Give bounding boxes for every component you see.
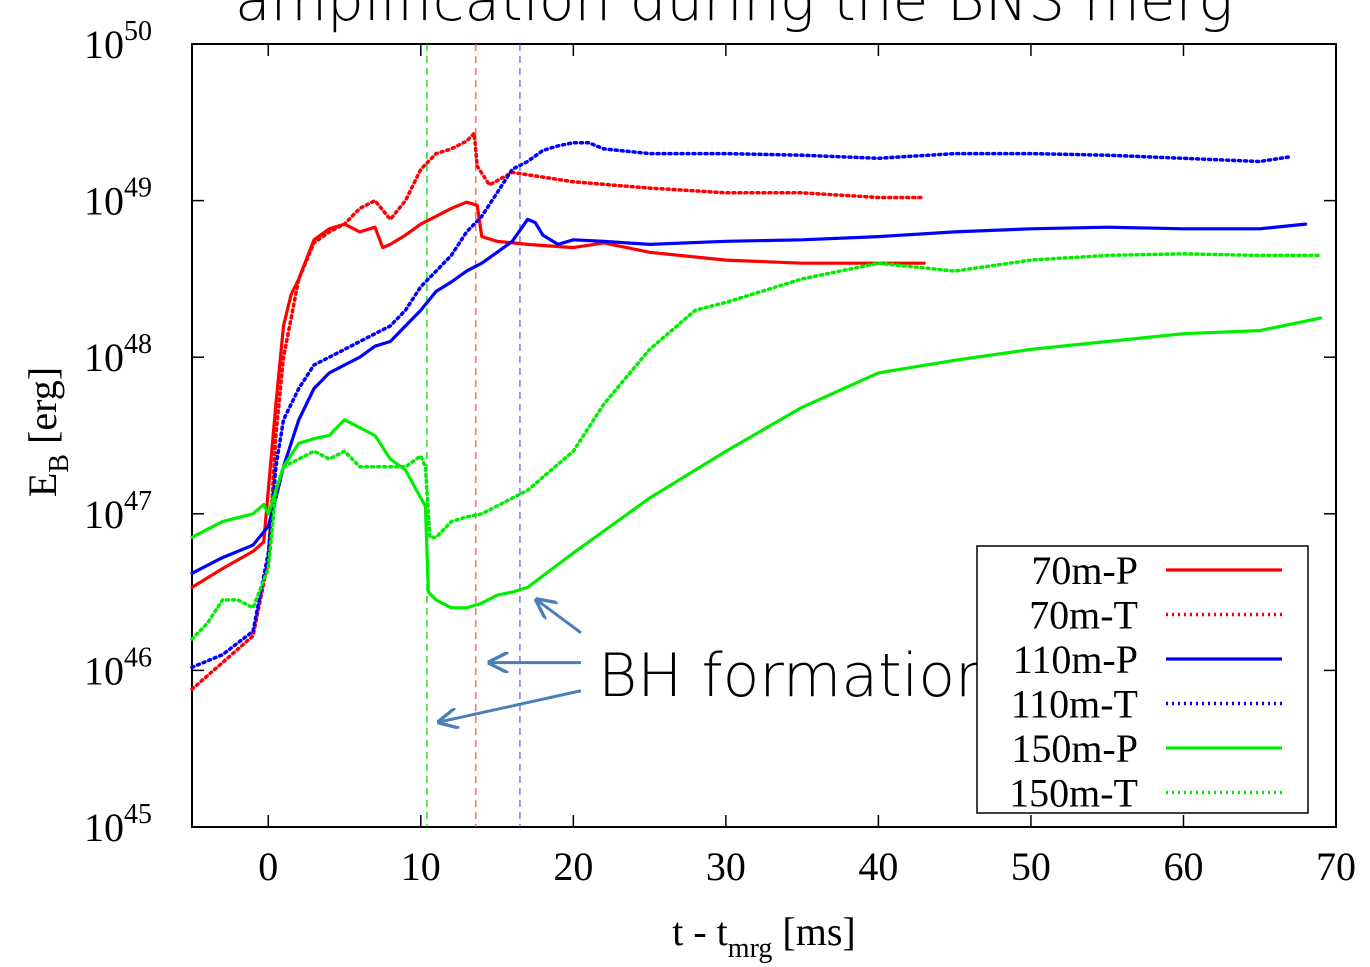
y-tick-label-46: 1046 <box>84 642 152 693</box>
series-110m-T <box>190 140 1292 670</box>
y-axis-label-unit: [erg] <box>20 367 65 454</box>
series-110m-P <box>190 217 1308 575</box>
x-tick-label-60: 60 <box>1163 844 1203 889</box>
x-tick-label-10: 10 <box>401 844 441 889</box>
x-axis-label-sub: mrg <box>728 933 773 964</box>
legend-label-70m-P: 70m-P <box>1031 548 1138 593</box>
x-tick-label-30: 30 <box>706 844 746 889</box>
y-axis-label-main: E <box>20 473 65 497</box>
legend-label-110m-T: 110m-T <box>1011 682 1138 727</box>
y-tick-base: 10 <box>84 648 124 693</box>
legend-label-110m-P: 110m-P <box>1013 637 1138 682</box>
series-layer <box>190 131 1323 691</box>
x-tick-label-0: 0 <box>258 844 278 889</box>
x-tick-label-40: 40 <box>858 844 898 889</box>
bh-formation-lines <box>426 44 521 827</box>
series-150m-T <box>190 252 1323 641</box>
y-tick-label-48: 1048 <box>84 329 152 380</box>
x-axis-label: t - tmrg [ms] <box>672 909 855 964</box>
y-tick-base: 10 <box>84 22 124 67</box>
y-axis-label-sub: B <box>44 454 75 473</box>
x-axis-label-unit: [ms] <box>772 909 855 954</box>
x-tick-label-70: 70 <box>1316 844 1356 889</box>
y-tick-label-50: 1050 <box>84 16 152 67</box>
y-tick-base: 10 <box>84 805 124 850</box>
chart-title: amplification during the BNS merg <box>235 0 1233 34</box>
y-tick-label-49: 1049 <box>84 173 152 224</box>
annotation-arrow-0 <box>537 600 582 635</box>
x-axis-label-main: t - t <box>672 909 728 954</box>
annotation-arrows <box>439 600 582 722</box>
y-tick-base: 10 <box>84 492 124 537</box>
series-150m-P <box>190 316 1323 610</box>
series-70m-P <box>190 200 926 590</box>
legend-label-150m-P: 150m-P <box>1011 726 1138 771</box>
series-70m-T <box>190 131 926 691</box>
y-tick-label-45: 1045 <box>84 799 152 850</box>
y-tick-exp: 45 <box>124 799 152 830</box>
x-tick-label-20: 20 <box>553 844 593 889</box>
plot-frame <box>191 43 1337 828</box>
legend-label-150m-T: 150m-T <box>1009 771 1138 816</box>
y-tick-exp: 48 <box>124 329 152 360</box>
y-tick-exp: 46 <box>124 642 152 673</box>
axis-ticks <box>192 43 1337 828</box>
y-axis-label: EB [erg] <box>20 367 75 497</box>
y-tick-base: 10 <box>84 179 124 224</box>
bh-formation-annotation: BH formation <box>598 641 993 711</box>
y-tick-exp: 50 <box>124 16 152 47</box>
y-tick-exp: 47 <box>124 486 152 517</box>
y-tick-exp: 49 <box>124 173 152 204</box>
legend-label-70m-T: 70m-T <box>1029 593 1138 638</box>
y-tick-label-47: 1047 <box>84 486 152 537</box>
x-tick-label-50: 50 <box>1011 844 1051 889</box>
legend-box <box>976 545 1309 814</box>
y-tick-base: 10 <box>84 335 124 380</box>
annotation-arrow-2 <box>439 689 582 722</box>
annotation-bg <box>592 636 972 712</box>
x-tick-labels: 0 10 20 30 40 50 60 70 <box>258 844 1356 889</box>
